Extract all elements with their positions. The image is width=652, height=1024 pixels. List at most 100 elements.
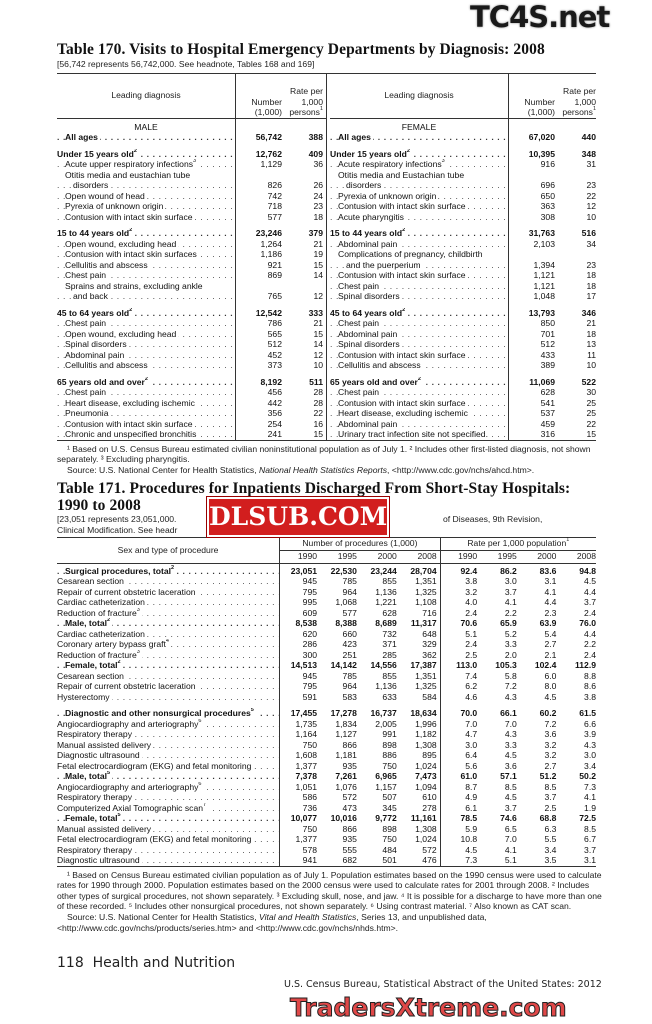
number-cell: 254 bbox=[267, 418, 282, 429]
number-cell: 895 bbox=[399, 750, 441, 761]
row-label-text: Contusion with intact skin surfaces bbox=[65, 249, 199, 260]
table-row: Under 15 years old2 12,762 409 bbox=[57, 148, 326, 160]
headnote-part-b: of Diseases, 9th Revision, bbox=[443, 514, 543, 525]
rate-cell: 63.9 bbox=[539, 618, 557, 629]
table-row: Sprains and strains, excluding ankle bbox=[57, 280, 326, 292]
row-label-text: Cardiac catheterization bbox=[57, 628, 147, 639]
number-cell: 785 bbox=[342, 670, 357, 681]
header-year: 2008 bbox=[576, 551, 596, 562]
footnote-ref: 7 bbox=[203, 802, 207, 808]
number-cell: 1,076 bbox=[335, 781, 357, 792]
row-label: 15 to 44 years old2 bbox=[330, 228, 509, 239]
row-label: Contusion with intact skin surface bbox=[330, 201, 509, 212]
watermark-bottom-logo: TradersXtreme.com bbox=[290, 993, 568, 1023]
header-row-groups: Sex and type of procedure Number of proce… bbox=[57, 537, 596, 564]
rate-cell: 333 bbox=[308, 307, 323, 318]
number-cell: 578 bbox=[302, 844, 318, 855]
rate-cell: 3.8 bbox=[584, 691, 596, 702]
number-cell: 1,136 bbox=[375, 586, 397, 597]
header-diagnosis: Leading diagnosis bbox=[330, 73, 509, 119]
row-label: Spinal disorders bbox=[330, 339, 509, 350]
row-label-text: and back bbox=[73, 291, 110, 302]
number-cell: 916 bbox=[540, 159, 555, 170]
rate-cell: 8.5 bbox=[544, 781, 557, 792]
row-label-text: Female, total2 bbox=[65, 660, 123, 671]
page-content: Table 170. Visits to Hospital Emergency … bbox=[57, 41, 602, 933]
rate-cell: 22 bbox=[586, 190, 596, 201]
footnote-ref: 2 bbox=[133, 148, 137, 154]
row-label-text: Manual assisted delivery bbox=[57, 739, 154, 750]
table-171: Sex and type of procedure Number of proce… bbox=[57, 536, 596, 867]
footnote-ref: 2 bbox=[117, 660, 121, 666]
table-row: Diagnostic and other nonsurgical procedu… bbox=[57, 708, 596, 719]
rate-cell: 5.4 bbox=[544, 628, 557, 639]
number-cell: 7,473 bbox=[399, 771, 441, 782]
number-cell: 1,351 bbox=[399, 670, 441, 682]
source-suffix: , <http://www.cdc.gov/nchs/ahcd.htm>. bbox=[387, 464, 535, 475]
rate-cell: 3.4 bbox=[584, 760, 596, 771]
header-rate-label: Rate per 1,000 population bbox=[467, 538, 567, 549]
row-label-text: Fetal electrocardiogram (EKG) and fetal … bbox=[57, 760, 254, 771]
rate-cell: 7.0 bbox=[504, 834, 517, 845]
number-cell: 1,024 bbox=[399, 834, 441, 845]
table-170-male: Leading diagnosis Number (1,000) Rate per 1,… bbox=[57, 73, 326, 440]
row-gap bbox=[57, 370, 326, 377]
number-cell: 995 bbox=[302, 597, 318, 608]
number-cell: 67,020 bbox=[528, 132, 555, 143]
row-label: All ages bbox=[330, 132, 509, 143]
source-suffix: , Series 13, and unpublished data, <http… bbox=[57, 911, 487, 933]
table-row: 65 years old and over2 11,069 522 bbox=[330, 376, 596, 388]
rate-cell: 113.0 bbox=[456, 660, 478, 671]
rate-cell: 6.5 bbox=[504, 823, 517, 834]
number-cell: 1,048 bbox=[533, 291, 555, 302]
row-label: disorders bbox=[57, 180, 236, 191]
number-cell: 572 bbox=[399, 844, 441, 856]
row-label-text: Open wound, excluding head bbox=[65, 238, 179, 249]
header-rate-text: persons bbox=[289, 107, 320, 118]
row-label: Cesarean section bbox=[57, 670, 281, 682]
rate-cell: 2.1 bbox=[544, 649, 557, 660]
rate-cell: 8.7 bbox=[465, 781, 478, 792]
number-cell: 1,051 bbox=[295, 781, 318, 792]
table-row: Chest pain 1,121 18 bbox=[330, 280, 596, 292]
rate-cell: 4.0 bbox=[465, 597, 478, 608]
rate-cell: 3.1 bbox=[584, 855, 596, 866]
rate-cell: 3.9 bbox=[584, 729, 596, 740]
number-cell: 286 bbox=[302, 639, 318, 650]
table-row: Surgical procedures, total2 23,051 22,530 2… bbox=[57, 563, 596, 577]
footnote-ref: 5 bbox=[107, 771, 111, 777]
row-label: Hysterectomy bbox=[57, 691, 281, 703]
rate-cell: 23 bbox=[313, 201, 323, 212]
row-label-text: Contusion with intact skin surface bbox=[338, 201, 468, 212]
rate-cell: 6.3 bbox=[544, 823, 557, 834]
row-label-text: Hysterectomy bbox=[57, 691, 112, 702]
number-cell: 1,094 bbox=[399, 781, 441, 793]
row-label: Pyrexia of unknown origin bbox=[57, 201, 236, 212]
number-cell: 750 bbox=[302, 823, 318, 834]
row-label-text: Contusion with intact skin surface bbox=[338, 397, 468, 408]
title-line-2: 1990 to 2008 bbox=[57, 497, 141, 515]
number-cell: 8,689 bbox=[375, 618, 397, 629]
row-label: 15 to 44 years old2 bbox=[57, 228, 236, 239]
rate-cell: 4.5 bbox=[504, 750, 517, 761]
number-cell: 14,556 bbox=[370, 660, 397, 671]
table-row: Chest pain 628 30 bbox=[330, 387, 596, 398]
table-row: Abdominal pain 2,103 34 bbox=[330, 238, 596, 250]
row-label: Respiratory therapy bbox=[57, 844, 281, 856]
row-label: Sprains and strains, excluding ankle bbox=[57, 280, 236, 292]
number-cell: 456 bbox=[267, 387, 282, 398]
number-cell: 13,793 bbox=[528, 307, 555, 318]
table-170: Leading diagnosis Number (1,000) Rate per 1,… bbox=[57, 72, 596, 441]
rate-cell: 5.8 bbox=[504, 670, 517, 681]
table-row: Contusion with intact skin surface 541 25 bbox=[330, 397, 596, 409]
row-label-text: Respiratory therapy bbox=[57, 792, 134, 803]
row-label: 45 to 64 years old2 bbox=[57, 307, 236, 319]
rate-cell: 4.1 bbox=[584, 792, 596, 803]
footnote-ref: 2 bbox=[406, 148, 410, 154]
row-label: 65 years old and over2 bbox=[57, 376, 236, 388]
footnote-ref: 3 bbox=[193, 159, 197, 165]
